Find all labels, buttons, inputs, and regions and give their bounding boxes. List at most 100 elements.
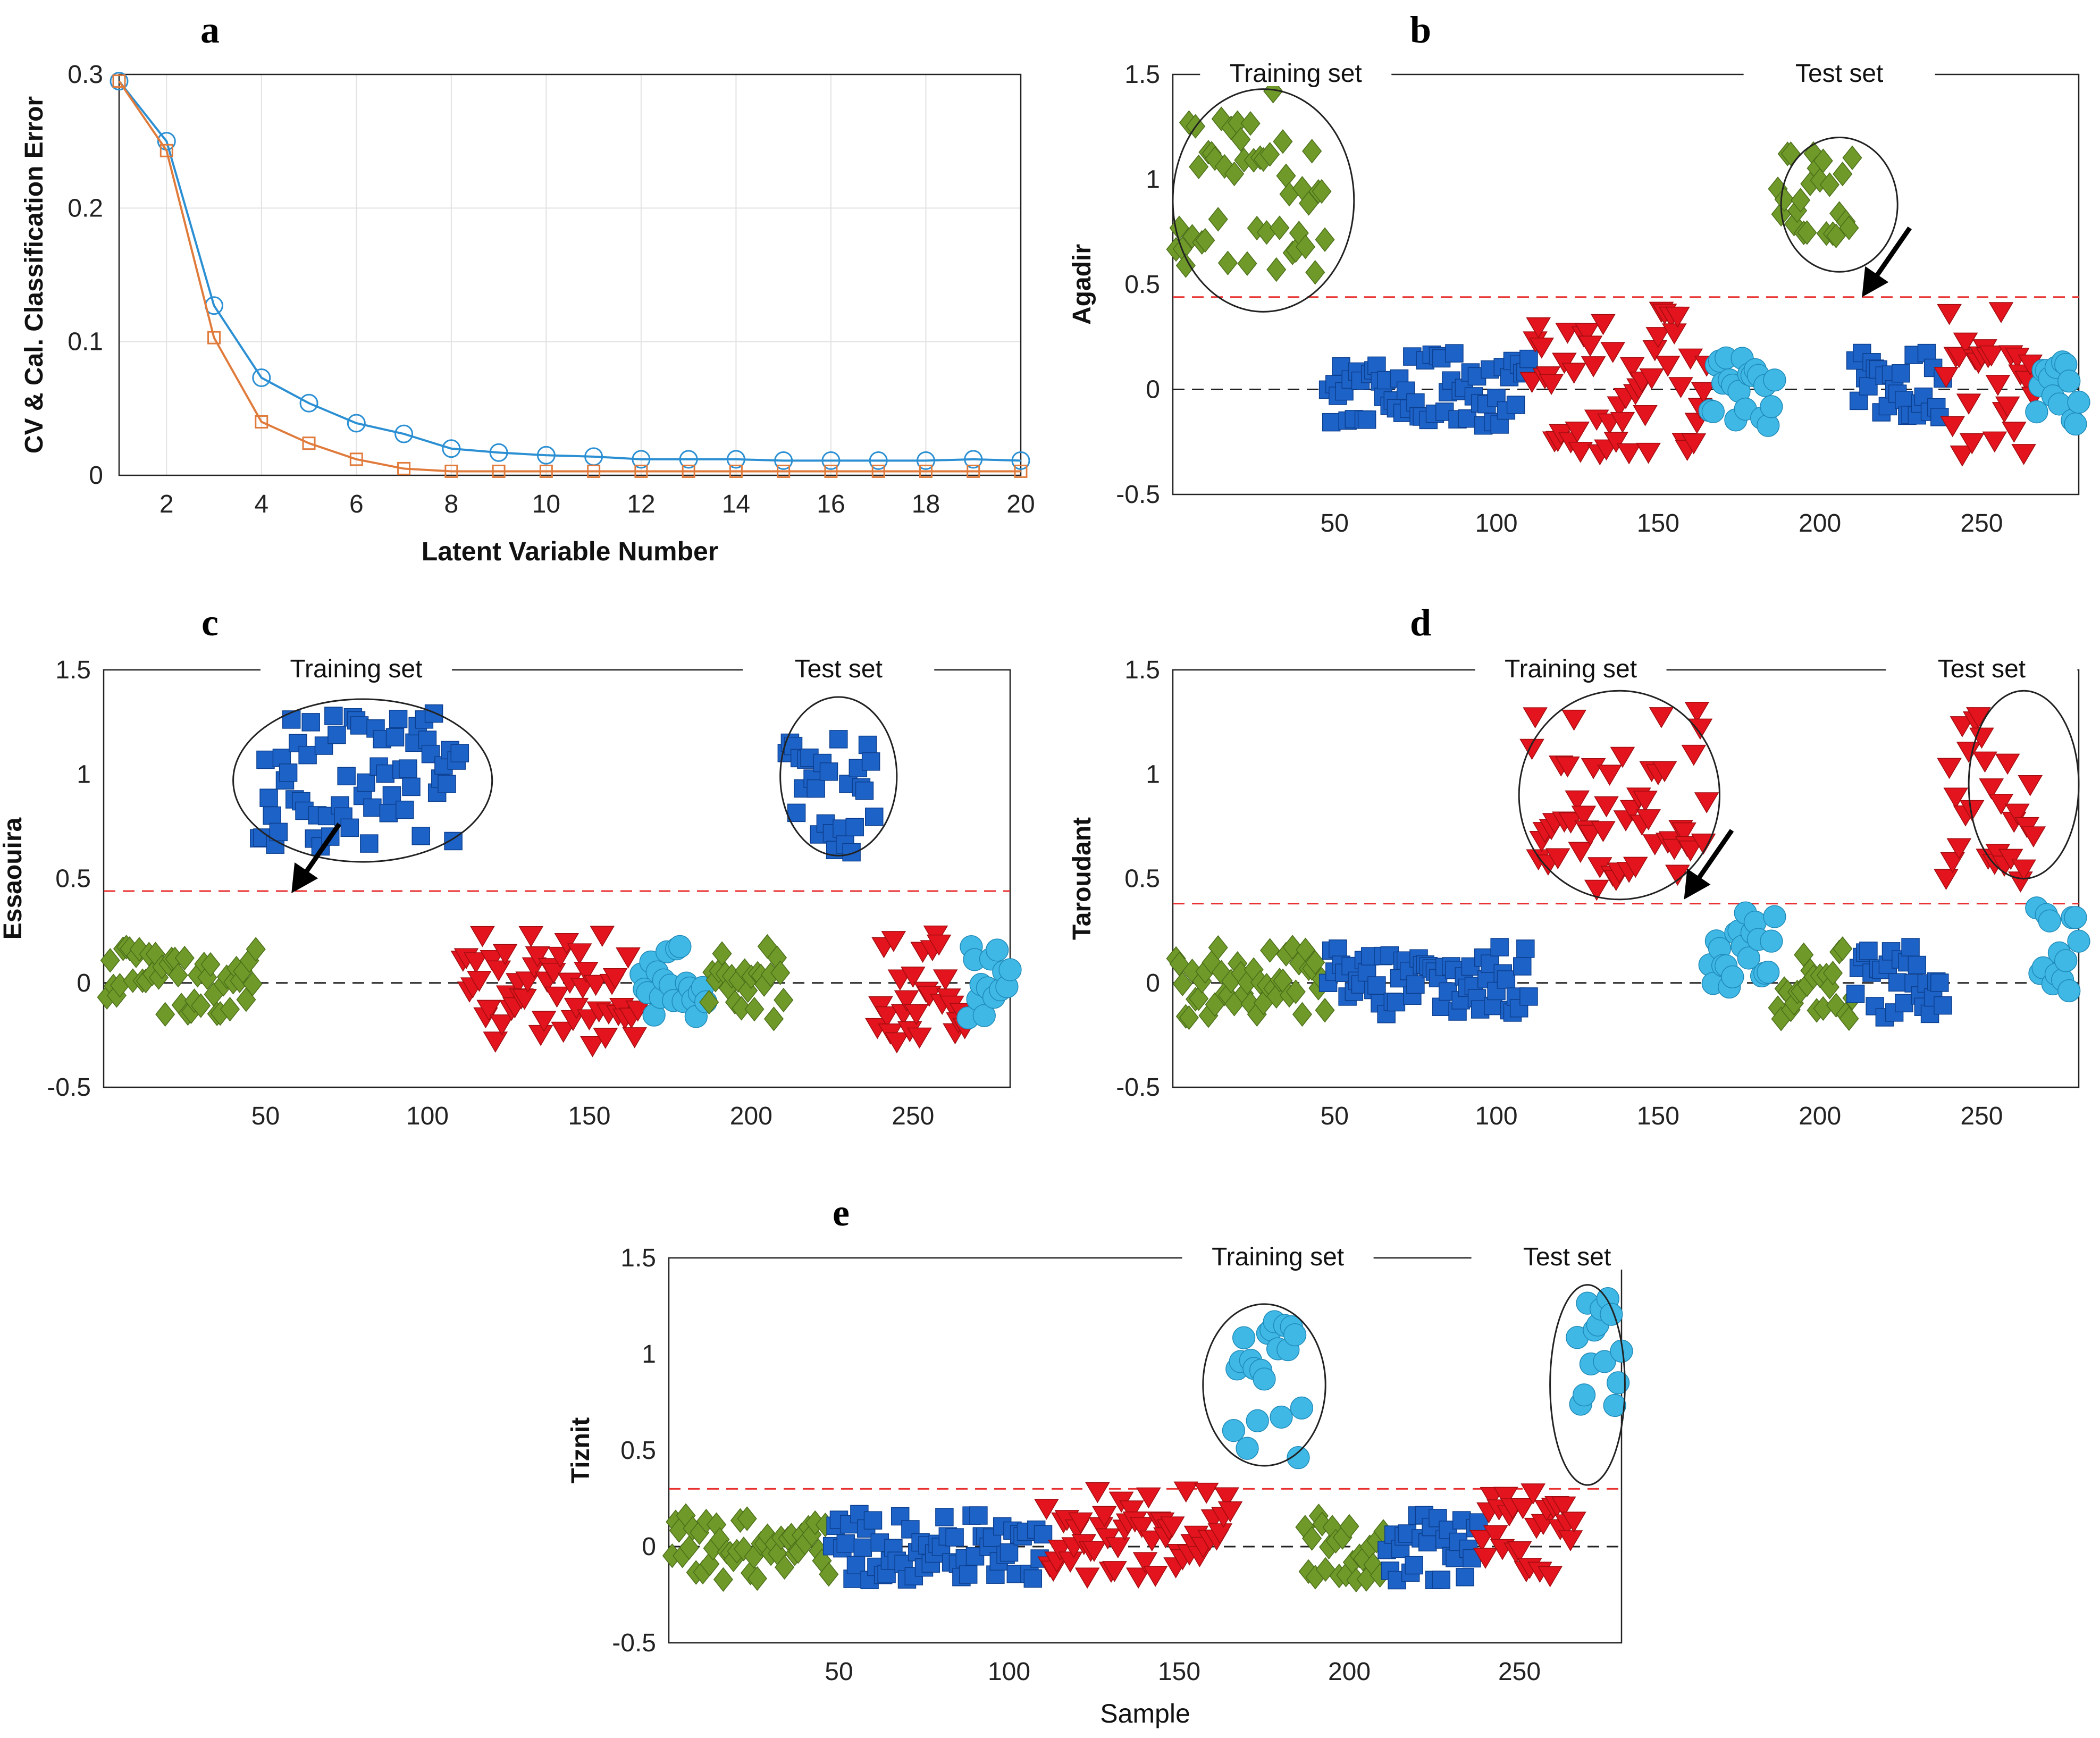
- sample-point-green: [100, 948, 120, 973]
- sample-point-red: [1591, 821, 1616, 842]
- sample-point-green: [1339, 1514, 1359, 1539]
- x-tick-label: 250: [1498, 1658, 1541, 1686]
- x-tick-label: 150: [568, 1102, 610, 1130]
- sample-point-red: [1217, 1501, 1243, 1523]
- sample-point-green: [1292, 1002, 1312, 1027]
- x-tick-label: 200: [1799, 1102, 1841, 1130]
- sample-point-red: [1665, 306, 1690, 328]
- sample-point-green: [191, 993, 211, 1018]
- sample-point-red: [884, 1032, 910, 1054]
- sample-point-green: [1305, 950, 1325, 975]
- sample-point-blue: [363, 798, 382, 817]
- sample-point-red: [2018, 775, 2043, 796]
- set-annotation: Training set: [1505, 655, 1637, 683]
- sample-point-red: [1521, 1483, 1545, 1505]
- sample-point-blue: [1930, 973, 1949, 992]
- sample-point-green: [1315, 997, 1335, 1023]
- sample-point-blue: [389, 709, 408, 728]
- sample-point-cyan: [2054, 949, 2078, 972]
- sample-point-red: [1982, 431, 2007, 453]
- sample-point-green: [1813, 148, 1833, 173]
- sample-point-red: [590, 926, 615, 947]
- y-tick-label: 0: [89, 461, 103, 490]
- sample-point-red: [1545, 848, 1570, 870]
- sample-point-blue: [999, 1543, 1019, 1562]
- sample-point-red: [1671, 822, 1696, 844]
- sample-point-red: [1655, 356, 1681, 377]
- sample-point-blue: [1853, 343, 1871, 363]
- sample-point-green: [1273, 129, 1293, 154]
- sample-point-red: [1507, 1541, 1532, 1563]
- x-tick-label: 2: [159, 490, 174, 518]
- set-annotation: Test set: [1795, 60, 1883, 88]
- annotation-bg: [260, 660, 452, 682]
- x-tick-label: 200: [1328, 1658, 1371, 1686]
- x-axis-label: Latent Variable Number: [422, 536, 719, 566]
- sample-point-blue: [1516, 939, 1535, 958]
- sample-point-green: [1270, 215, 1290, 240]
- sample-point-green: [220, 996, 240, 1022]
- sample-point-red: [1603, 432, 1629, 453]
- sample-point-red: [1143, 1566, 1168, 1587]
- y-tick-label: 0.5: [1124, 865, 1160, 893]
- data-point-cv: [252, 368, 271, 388]
- sample-point-red: [1591, 314, 1616, 335]
- sample-point-green: [732, 996, 752, 1021]
- x-tick-label: 150: [1158, 1658, 1200, 1686]
- x-tick-label: 50: [825, 1658, 853, 1686]
- sample-point-blue: [282, 710, 301, 729]
- sample-point-blue: [855, 782, 874, 800]
- data-point-cv: [869, 451, 888, 470]
- sample-point-blue: [324, 707, 343, 725]
- sample-point-blue: [438, 775, 456, 793]
- sample-point-green: [1240, 111, 1261, 136]
- sample-point-red: [1636, 809, 1661, 830]
- sample-point-red: [1937, 304, 1962, 325]
- y-tick-label: -0.5: [47, 1073, 91, 1102]
- sample-point-red: [573, 962, 599, 983]
- sample-point-red: [1561, 709, 1586, 731]
- data-point-cal: [539, 464, 553, 478]
- data-point-cv: [774, 451, 793, 470]
- x-tick-label: 100: [406, 1102, 449, 1130]
- sample-point-green: [1189, 154, 1209, 179]
- sample-point-green: [1842, 145, 1862, 170]
- sample-point-blue: [1519, 349, 1538, 368]
- x-tick-label: 150: [1637, 1102, 1679, 1130]
- sample-point-red: [1959, 433, 1985, 455]
- x-tick-label: 200: [1799, 509, 1841, 538]
- sample-point-green: [1175, 253, 1196, 278]
- data-point-cv: [442, 439, 461, 458]
- sample-point-cyan: [1246, 1409, 1269, 1432]
- sample-point-green: [713, 1567, 733, 1592]
- sample-point-red: [1619, 357, 1645, 379]
- y-tick-label: 1: [1146, 760, 1160, 788]
- y-tick-label: -0.5: [1116, 1073, 1160, 1102]
- annotation-bg: [1200, 65, 1392, 86]
- sample-point-red: [1636, 442, 1661, 464]
- sample-point-green: [1312, 179, 1332, 204]
- arrow-head: [1862, 266, 1889, 297]
- sample-point-blue: [385, 728, 405, 746]
- plot-area-a: [118, 73, 1022, 476]
- y-axis-label: Tiznit: [567, 1417, 595, 1483]
- x-tick-label: 250: [1960, 509, 2003, 538]
- sample-point-blue: [1023, 1569, 1043, 1588]
- sample-point-blue: [845, 818, 864, 837]
- arrow-head: [291, 862, 318, 893]
- annotation-bg: [1182, 1248, 1374, 1270]
- sample-point-blue: [360, 834, 379, 853]
- sample-point-green: [1208, 207, 1228, 232]
- sample-point-red: [1493, 1487, 1518, 1508]
- data-point-cv: [916, 451, 935, 470]
- set-annotation: Training set: [1230, 60, 1362, 88]
- sample-point-blue: [1901, 938, 1920, 956]
- highlight-ellipse: [1172, 88, 1355, 313]
- sample-point-green: [1302, 139, 1322, 164]
- plot-area-e: [668, 1257, 1623, 1644]
- y-tick-label: 0.5: [55, 865, 91, 893]
- sample-point-red: [1623, 857, 1648, 878]
- sample-point-red: [1937, 758, 1962, 779]
- sample-point-red: [1119, 1500, 1144, 1522]
